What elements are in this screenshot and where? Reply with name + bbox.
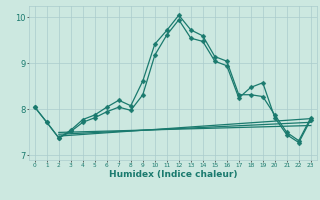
X-axis label: Humidex (Indice chaleur): Humidex (Indice chaleur) xyxy=(108,170,237,179)
